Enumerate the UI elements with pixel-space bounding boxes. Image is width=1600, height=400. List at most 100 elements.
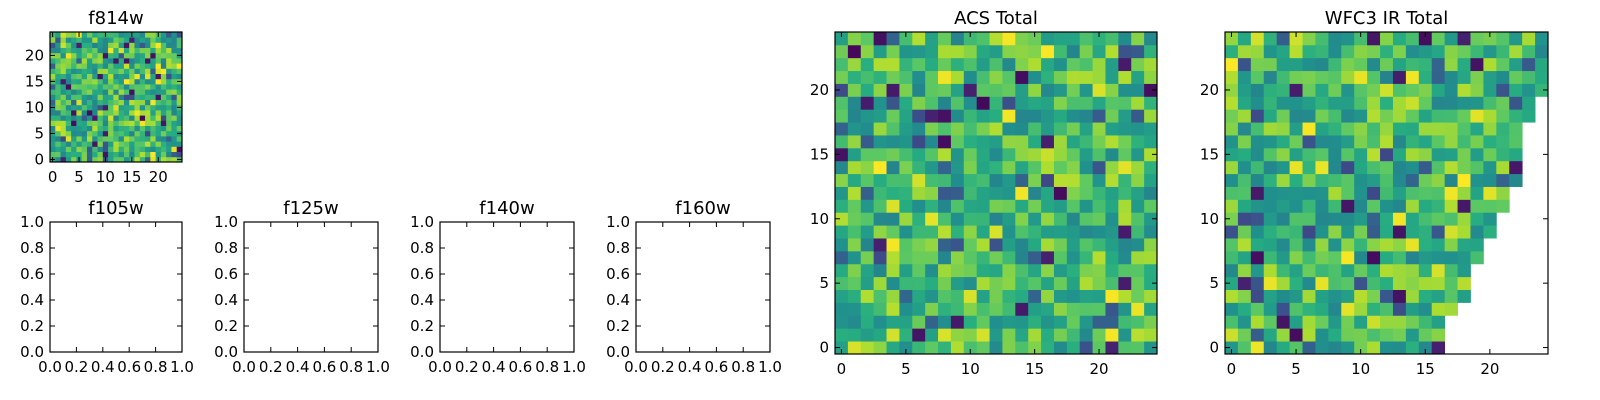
heatmap-cell xyxy=(71,110,77,116)
heatmap-cell xyxy=(976,160,990,175)
heatmap-cell xyxy=(1041,135,1055,149)
heatmap-cell xyxy=(1302,186,1316,200)
heatmap-cell xyxy=(1225,96,1239,110)
heatmap-cell xyxy=(134,58,141,64)
heatmap-cell xyxy=(963,135,978,149)
heatmap-cell xyxy=(118,47,125,54)
heatmap-cell xyxy=(963,44,978,59)
heatmap-cell xyxy=(71,151,77,158)
heatmap-cell xyxy=(1250,96,1265,110)
heatmap-cell xyxy=(171,99,178,106)
heatmap-cell xyxy=(134,52,141,59)
heatmap-cell xyxy=(1066,96,1081,110)
heatmap-cell xyxy=(1444,302,1458,316)
heatmap-cell xyxy=(912,238,926,252)
heatmap-cell xyxy=(139,78,146,85)
heatmap-cell xyxy=(1250,83,1265,97)
y-tick-label: 0.4 xyxy=(214,291,238,309)
heatmap-cell xyxy=(899,276,913,290)
heatmap-cell xyxy=(139,125,146,132)
heatmap-cell xyxy=(86,52,93,59)
heatmap-cell xyxy=(1250,70,1265,84)
heatmap-cell xyxy=(835,225,849,239)
heatmap-cell xyxy=(1470,122,1484,136)
heatmap-cell xyxy=(113,37,120,43)
x-tick-label: 0.2 xyxy=(259,358,283,376)
heatmap-cell xyxy=(1367,186,1381,200)
heatmap-cell xyxy=(1225,315,1239,329)
heatmap-cell xyxy=(92,136,98,142)
heatmap-cell xyxy=(108,47,114,54)
heatmap-cell xyxy=(873,96,887,110)
heatmap-cell xyxy=(50,110,56,116)
heatmap-cell xyxy=(129,99,135,106)
heatmap-cell xyxy=(1431,147,1446,162)
heatmap-cell xyxy=(1341,289,1355,303)
heatmap-cell xyxy=(118,151,125,158)
heatmap-cell xyxy=(1066,238,1081,252)
heatmap-cell xyxy=(1053,186,1068,200)
heatmap-cell xyxy=(1225,83,1239,97)
heatmap-cell xyxy=(925,70,939,84)
heatmap-cell xyxy=(1470,225,1484,239)
heatmap-cell xyxy=(1041,44,1055,59)
heatmap-cell xyxy=(1315,57,1329,72)
heatmap-cell xyxy=(1315,263,1329,278)
x-tick-label: 20 xyxy=(1480,360,1499,378)
heatmap-cell xyxy=(123,58,130,64)
heatmap-cell xyxy=(1118,83,1132,97)
heatmap-cell xyxy=(912,212,926,226)
heatmap-cell xyxy=(1002,32,1016,46)
heatmap-cell xyxy=(976,276,990,290)
heatmap-cell xyxy=(925,96,939,110)
heatmap-cell xyxy=(835,302,849,316)
heatmap-cell xyxy=(1118,212,1132,226)
heatmap-cell xyxy=(166,58,172,64)
heatmap-cell xyxy=(1028,135,1042,149)
x-tick-label: 0.4 xyxy=(91,358,115,376)
heatmap-cell xyxy=(1302,122,1316,136)
heatmap-cell xyxy=(166,120,172,126)
heatmap-cell xyxy=(1237,302,1252,316)
heatmap-cell xyxy=(1237,289,1252,303)
heatmap-cell xyxy=(1341,302,1355,316)
heatmap-cell xyxy=(899,122,913,136)
heatmap-cell xyxy=(97,115,104,121)
heatmap-cell xyxy=(976,199,990,213)
heatmap-cell xyxy=(1041,238,1055,252)
heatmap-cell xyxy=(1002,186,1016,200)
heatmap-cell xyxy=(1431,96,1446,110)
heatmap-cell xyxy=(134,94,141,100)
heatmap-cell xyxy=(1118,44,1132,59)
heatmap-cell xyxy=(1144,276,1158,290)
heatmap-cell xyxy=(60,84,67,90)
heatmap-cell xyxy=(1302,225,1316,239)
heatmap-cell xyxy=(847,328,862,342)
heatmap-cell xyxy=(963,341,978,355)
heatmap-cell xyxy=(166,89,172,95)
heatmap-cell xyxy=(1392,328,1407,342)
heatmap-cell xyxy=(108,94,114,100)
heatmap-cell xyxy=(129,37,135,43)
heatmap-cell xyxy=(1118,32,1132,46)
heatmap-cell xyxy=(1053,147,1068,162)
heatmap-cell xyxy=(1250,57,1265,72)
heatmap-cell xyxy=(97,52,104,59)
heatmap-cell xyxy=(1015,44,1029,59)
heatmap-cell xyxy=(1392,160,1407,175)
heatmap-cell xyxy=(92,156,98,163)
heatmap-cell xyxy=(976,186,990,200)
heatmap-cell xyxy=(134,68,141,74)
heatmap-cell xyxy=(1354,199,1368,213)
heatmap-cell xyxy=(912,122,926,136)
heatmap-cell xyxy=(1483,173,1497,187)
heatmap-cell xyxy=(129,42,135,48)
heatmap-cell xyxy=(113,130,120,137)
heatmap-cell xyxy=(989,57,1003,72)
heatmap-cell xyxy=(1118,302,1132,316)
heatmap-cell xyxy=(1367,341,1381,355)
heatmap-cell xyxy=(835,276,849,290)
axes-frame xyxy=(834,31,1158,355)
heatmap-cell xyxy=(102,68,109,74)
